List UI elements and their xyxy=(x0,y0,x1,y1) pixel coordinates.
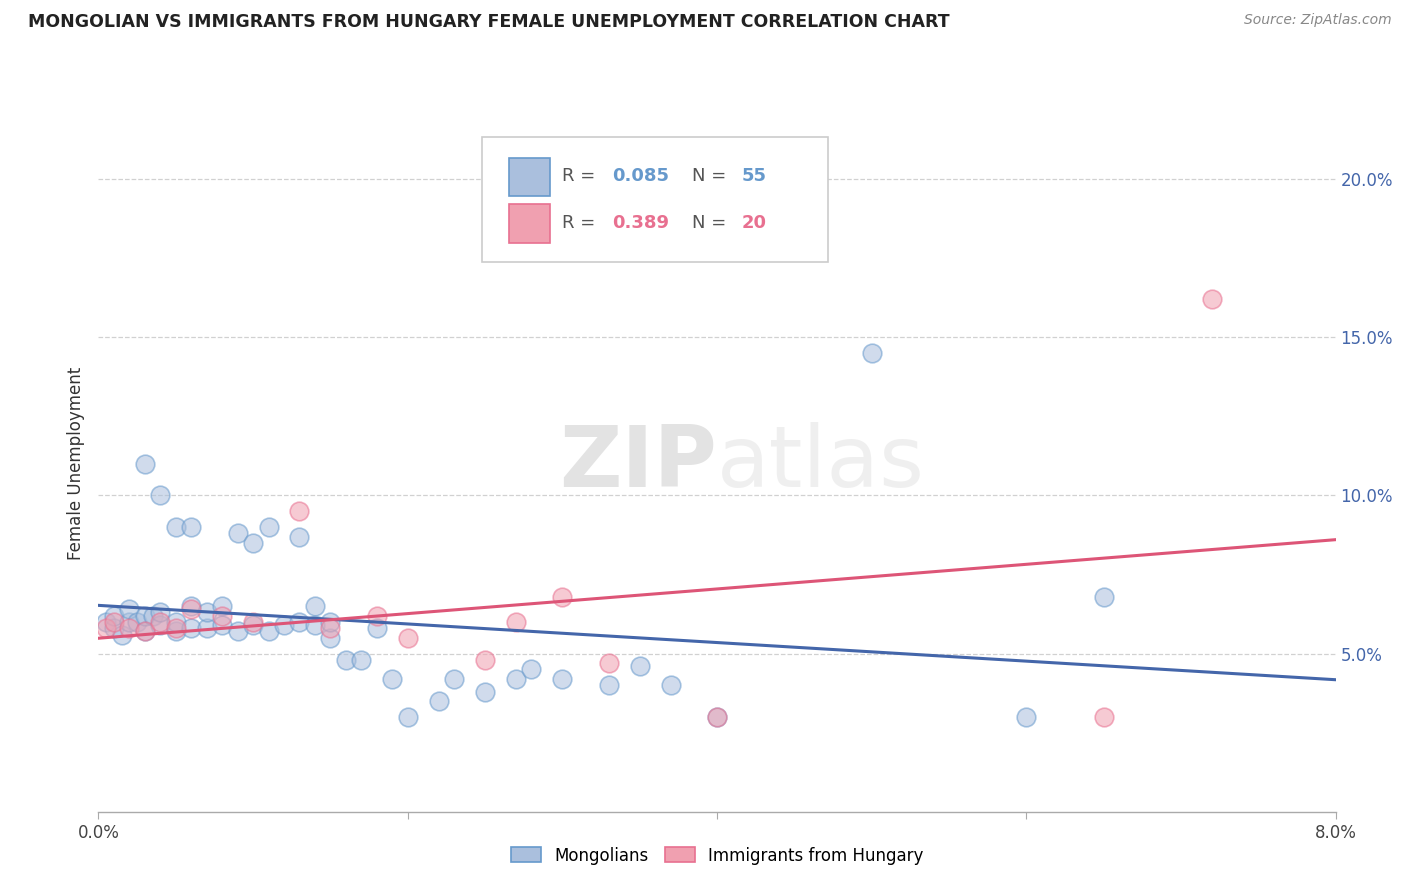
Point xyxy=(180,520,202,534)
Point xyxy=(396,631,419,645)
Text: N =: N = xyxy=(692,168,733,186)
Point xyxy=(598,656,620,670)
Point xyxy=(242,536,264,550)
Point xyxy=(257,624,280,639)
Point xyxy=(366,608,388,623)
FancyBboxPatch shape xyxy=(509,204,550,243)
Point xyxy=(211,599,233,614)
Point xyxy=(396,710,419,724)
Point xyxy=(149,618,172,632)
Point xyxy=(149,606,172,620)
Point xyxy=(149,615,172,629)
Point xyxy=(598,678,620,692)
Point xyxy=(551,590,574,604)
Point xyxy=(288,504,311,518)
Point xyxy=(165,615,187,629)
Point xyxy=(165,520,187,534)
Point xyxy=(659,678,682,692)
Point xyxy=(242,615,264,629)
Point xyxy=(103,615,125,629)
Point xyxy=(180,602,202,616)
Point xyxy=(273,618,295,632)
Text: 20: 20 xyxy=(742,214,766,232)
Point xyxy=(304,599,326,614)
Point xyxy=(520,662,543,676)
Text: atlas: atlas xyxy=(717,422,925,506)
Point xyxy=(127,615,149,629)
Point xyxy=(118,615,141,629)
Point xyxy=(226,624,249,639)
Point xyxy=(319,615,342,629)
Point xyxy=(134,457,156,471)
Point xyxy=(304,618,326,632)
Point xyxy=(180,621,202,635)
Point xyxy=(134,608,156,623)
Point xyxy=(319,631,342,645)
Text: R =: R = xyxy=(562,168,602,186)
Point xyxy=(149,488,172,502)
Point xyxy=(134,624,156,639)
Point xyxy=(103,608,125,623)
Point xyxy=(628,659,651,673)
Point xyxy=(134,624,156,639)
Point xyxy=(165,621,187,635)
Point xyxy=(180,599,202,614)
Point xyxy=(111,627,132,641)
Point xyxy=(505,672,527,686)
Legend: Mongolians, Immigrants from Hungary: Mongolians, Immigrants from Hungary xyxy=(502,838,932,873)
Point xyxy=(195,606,218,620)
Text: R =: R = xyxy=(562,214,602,232)
Point xyxy=(860,346,883,360)
Point xyxy=(288,615,311,629)
Point xyxy=(242,618,264,632)
Point xyxy=(1092,590,1115,604)
FancyBboxPatch shape xyxy=(482,136,828,262)
Point xyxy=(195,621,218,635)
Point xyxy=(211,608,233,623)
Text: Source: ZipAtlas.com: Source: ZipAtlas.com xyxy=(1244,13,1392,28)
Text: N =: N = xyxy=(692,214,733,232)
Point xyxy=(118,621,141,635)
Point xyxy=(257,520,280,534)
Point xyxy=(474,684,496,698)
Point xyxy=(335,653,357,667)
Point xyxy=(96,615,118,629)
Point xyxy=(1201,293,1223,307)
Point xyxy=(350,653,373,667)
Point xyxy=(706,710,728,724)
Text: ZIP: ZIP xyxy=(560,422,717,506)
Point xyxy=(226,526,249,541)
Y-axis label: Female Unemployment: Female Unemployment xyxy=(66,368,84,560)
Point xyxy=(211,618,233,632)
Point xyxy=(474,653,496,667)
Text: MONGOLIAN VS IMMIGRANTS FROM HUNGARY FEMALE UNEMPLOYMENT CORRELATION CHART: MONGOLIAN VS IMMIGRANTS FROM HUNGARY FEM… xyxy=(28,13,949,31)
Point xyxy=(706,710,728,724)
Text: 0.085: 0.085 xyxy=(612,168,669,186)
Point xyxy=(103,621,125,635)
Point xyxy=(288,530,311,544)
Point xyxy=(505,615,527,629)
Point xyxy=(366,621,388,635)
Point xyxy=(141,608,165,623)
FancyBboxPatch shape xyxy=(509,158,550,196)
Point xyxy=(551,672,574,686)
Point xyxy=(319,621,342,635)
Point xyxy=(96,621,118,635)
Point xyxy=(1015,710,1038,724)
Point xyxy=(1092,710,1115,724)
Text: 0.389: 0.389 xyxy=(612,214,669,232)
Point xyxy=(381,672,404,686)
Point xyxy=(165,624,187,639)
Point xyxy=(443,672,465,686)
Point xyxy=(118,602,141,616)
Text: 55: 55 xyxy=(742,168,766,186)
Point xyxy=(427,694,450,708)
